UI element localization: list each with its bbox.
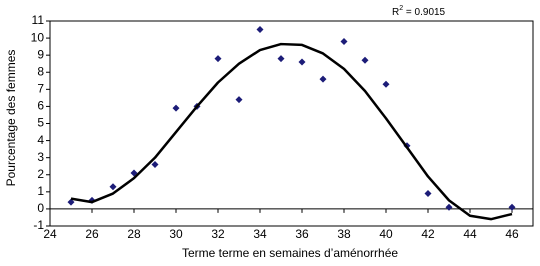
annotation-sup: 2 bbox=[399, 5, 403, 12]
x-tick-label: 34 bbox=[253, 227, 267, 241]
annotation-base: R bbox=[392, 7, 399, 18]
x-tick-label: 26 bbox=[85, 227, 99, 241]
data-point bbox=[340, 38, 348, 45]
data-point bbox=[256, 26, 264, 34]
y-tick-label: 11 bbox=[32, 13, 45, 27]
y-tick-label: 3 bbox=[37, 150, 44, 164]
x-tick-label: 44 bbox=[463, 227, 477, 241]
y-tick-label: 2 bbox=[37, 167, 44, 181]
data-point bbox=[235, 96, 243, 104]
y-tick-label: 10 bbox=[31, 30, 45, 44]
data-point bbox=[319, 75, 327, 83]
x-tick-label: 30 bbox=[169, 227, 183, 241]
data-point bbox=[214, 55, 222, 63]
data-point bbox=[508, 203, 516, 211]
x-axis-label: Terme terme en semaines d’aménorrhée bbox=[182, 246, 398, 260]
data-point bbox=[109, 183, 117, 191]
x-tick-label: 36 bbox=[295, 227, 309, 241]
y-tick-label: 1 bbox=[37, 184, 44, 198]
y-tick-label: 0 bbox=[37, 201, 44, 215]
x-tick-label: 42 bbox=[421, 227, 435, 241]
y-tick-label: 4 bbox=[37, 133, 44, 147]
trend-line bbox=[70, 42, 513, 221]
x-tick-label: 28 bbox=[127, 227, 141, 241]
annotation: R2 = 0.9015 bbox=[392, 5, 446, 18]
y-tick-label: 7 bbox=[37, 82, 44, 96]
plot-frame bbox=[49, 20, 534, 227]
y-tick-label: 5 bbox=[37, 116, 44, 130]
data-point bbox=[445, 203, 453, 211]
data-point bbox=[382, 80, 390, 88]
x-tick-label: 46 bbox=[505, 227, 519, 241]
y-axis-label: Pourcentage des femmes bbox=[4, 50, 18, 187]
annotation-text: = 0.9015 bbox=[403, 7, 445, 18]
data-point bbox=[151, 161, 159, 168]
data-point bbox=[67, 198, 75, 206]
y-tick-label: -1 bbox=[33, 218, 44, 232]
y-tick-label: 9 bbox=[37, 47, 44, 61]
x-tick-label: 24 bbox=[43, 227, 57, 241]
data-point bbox=[361, 56, 369, 64]
y-tick-label: 8 bbox=[37, 64, 44, 78]
data-point bbox=[424, 190, 432, 198]
y-tick-label: 6 bbox=[37, 99, 44, 113]
x-tick-label: 40 bbox=[379, 227, 393, 241]
x-tick-label: 38 bbox=[337, 227, 351, 241]
data-point bbox=[298, 58, 306, 66]
data-point bbox=[277, 55, 285, 63]
data-point bbox=[172, 104, 180, 112]
x-tick-label: 32 bbox=[211, 227, 225, 241]
